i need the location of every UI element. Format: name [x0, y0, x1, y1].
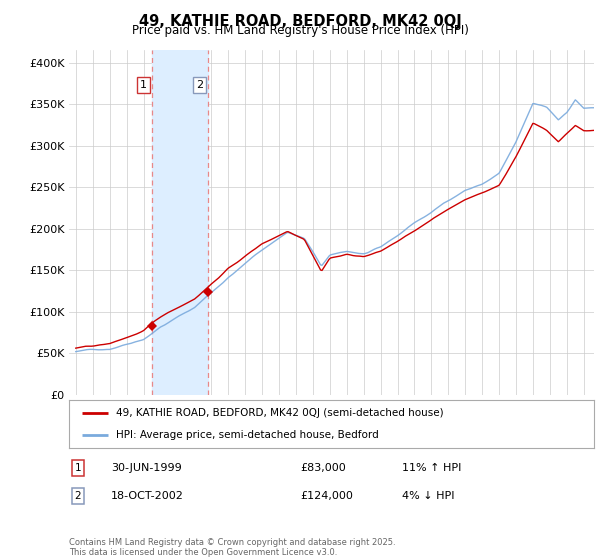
Text: 4% ↓ HPI: 4% ↓ HPI — [402, 491, 455, 501]
Text: 11% ↑ HPI: 11% ↑ HPI — [402, 463, 461, 473]
Text: HPI: Average price, semi-detached house, Bedford: HPI: Average price, semi-detached house,… — [116, 430, 379, 440]
Text: 2: 2 — [74, 491, 82, 501]
Text: 49, KATHIE ROAD, BEDFORD, MK42 0QJ: 49, KATHIE ROAD, BEDFORD, MK42 0QJ — [139, 14, 461, 29]
Text: 49, KATHIE ROAD, BEDFORD, MK42 0QJ (semi-detached house): 49, KATHIE ROAD, BEDFORD, MK42 0QJ (semi… — [116, 408, 444, 418]
Text: 1: 1 — [74, 463, 82, 473]
Text: £124,000: £124,000 — [300, 491, 353, 501]
Text: 2: 2 — [196, 80, 203, 90]
Text: 30-JUN-1999: 30-JUN-1999 — [111, 463, 182, 473]
Text: 18-OCT-2002: 18-OCT-2002 — [111, 491, 184, 501]
Bar — [152, 50, 208, 395]
Text: Price paid vs. HM Land Registry's House Price Index (HPI): Price paid vs. HM Land Registry's House … — [131, 24, 469, 37]
Text: Contains HM Land Registry data © Crown copyright and database right 2025.
This d: Contains HM Land Registry data © Crown c… — [69, 538, 395, 557]
Text: 1: 1 — [140, 80, 147, 90]
Text: £83,000: £83,000 — [300, 463, 346, 473]
